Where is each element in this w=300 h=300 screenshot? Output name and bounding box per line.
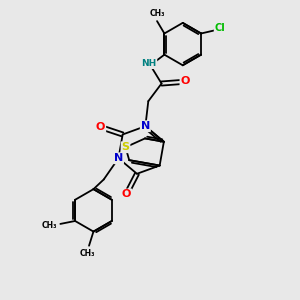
- Text: CH₃: CH₃: [80, 249, 95, 258]
- Text: S: S: [122, 142, 130, 152]
- Text: N: N: [114, 153, 123, 163]
- Text: Cl: Cl: [214, 23, 225, 34]
- Text: CH₃: CH₃: [41, 221, 57, 230]
- Text: O: O: [180, 76, 190, 85]
- Text: O: O: [96, 122, 105, 132]
- Text: CH₃: CH₃: [149, 9, 165, 18]
- Text: N: N: [141, 121, 150, 131]
- Text: NH: NH: [141, 59, 157, 68]
- Text: O: O: [122, 189, 131, 200]
